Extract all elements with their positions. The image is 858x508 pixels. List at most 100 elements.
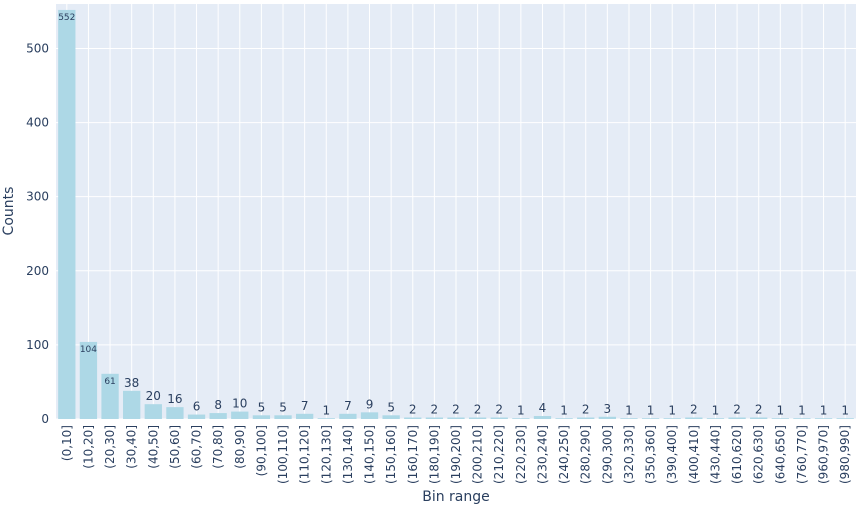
bar-value-label: 7 [344,399,352,413]
bar [166,407,184,419]
x-axis-title: Bin range [422,489,490,505]
bar-value-label: 2 [755,403,763,417]
bar [512,418,530,419]
y-axis-ticks: 0 100 200 300 400 500 [26,41,49,426]
x-tick-label: (50,60] [168,425,182,469]
bar-value-label: 2 [690,403,698,417]
x-tick-label: (290,300] [600,425,614,484]
x-tick-label: (390,400] [665,425,679,484]
x-tick-label: (230,240] [535,425,549,484]
x-tick-label: (60,70] [190,425,204,469]
bar-value-label: 5 [387,400,395,414]
bar [771,418,789,419]
x-tick-label: (180,190] [427,425,441,484]
x-tick-label: (760,770] [795,425,809,484]
bar-value-label: 2 [582,403,590,417]
bar [187,414,206,419]
x-tick-label: (620,630] [752,425,766,484]
x-tick-label: (160,170] [406,425,420,484]
x-tick-label: (430,440] [708,425,722,484]
bar [728,417,746,419]
bar-value-label: 1 [777,403,785,417]
bar-value-label: 1 [820,403,828,417]
bar [360,412,379,419]
bar [123,390,141,419]
bar-value-label: 1 [712,403,720,417]
bar [793,418,811,419]
x-tick-label: (30,40] [125,425,139,469]
bar-value-label: 2 [733,403,741,417]
x-tick-label: (130,140] [341,425,355,484]
bar-value-label: 2 [452,403,460,417]
bar [209,413,227,419]
bar [598,416,616,419]
x-tick-label: (80,90] [233,425,247,469]
bar-value-label: 1 [798,403,806,417]
x-tick-label: (280,290] [579,425,593,484]
x-tick-label: (210,220] [492,425,506,484]
x-tick-label: (90,100] [254,425,268,476]
bar [706,418,725,419]
bar [620,418,638,419]
bar-value-label: 1 [322,403,330,417]
bar-value-label: 2 [431,403,439,417]
x-tick-label: (20,30] [103,425,117,469]
bar-value-label: 7 [301,399,309,413]
bar [317,418,335,419]
bar [58,9,76,420]
bar [663,418,681,419]
x-tick-label: (190,200] [449,425,463,484]
bar [490,417,508,419]
bar-value-label: 1 [517,403,525,417]
bar-value-label: 1 [668,403,676,417]
bar [425,417,444,419]
x-tick-label: (150,160] [384,425,398,484]
bar [382,415,400,419]
bar-value-label: 2 [495,403,503,417]
x-tick-label: (10,20] [81,425,95,469]
bar-value-label: 1 [560,403,568,417]
bar [274,415,292,419]
x-tick-label: (40,50] [146,425,160,469]
x-tick-label: (640,650] [773,425,787,484]
bar-value-label: 2 [409,403,417,417]
x-tick-label: (350,360] [644,425,658,484]
bar-value-label: 5 [258,400,266,414]
bar [404,417,422,419]
bar-value-label: 4 [539,401,547,415]
x-tick-label: (240,250] [557,425,571,484]
bar [468,417,487,419]
x-tick-label: (320,330] [622,425,636,484]
bar [296,413,314,419]
y-axis-title: Counts [1,187,17,236]
x-tick-label: (100,110] [276,425,290,484]
bar [533,416,552,419]
x-tick-label: (0,10] [60,425,74,461]
x-tick-label: (220,230] [514,425,528,484]
bar [231,411,249,419]
y-tick-label: 200 [26,264,49,278]
bar-value-label: 61 [104,377,115,387]
x-tick-label: (70,80] [211,425,225,469]
bar [641,418,660,419]
bar-value-label: 2 [474,403,482,417]
y-tick-label: 100 [26,338,49,352]
x-tick-label: (110,120] [298,425,312,484]
x-tick-label: (120,130] [319,425,333,484]
y-tick-label: 0 [41,412,49,426]
bar-value-label: 104 [80,345,97,355]
x-tick-label: (140,150] [363,425,377,484]
x-axis-ticks: (0,10] (10,20] (20,30] (30,40] (40,50] (50,60… [60,425,852,484]
bar [577,417,595,419]
y-tick-label: 400 [26,116,49,130]
bar-value-label: 1 [841,403,849,417]
x-tick-label: (610,620] [730,425,744,484]
bar-value-label: 20 [146,389,161,403]
bar-value-label: 9 [366,397,374,411]
bar [101,373,119,419]
bar-value-label: 3 [604,402,612,416]
bar [836,418,854,419]
bar [144,404,162,419]
